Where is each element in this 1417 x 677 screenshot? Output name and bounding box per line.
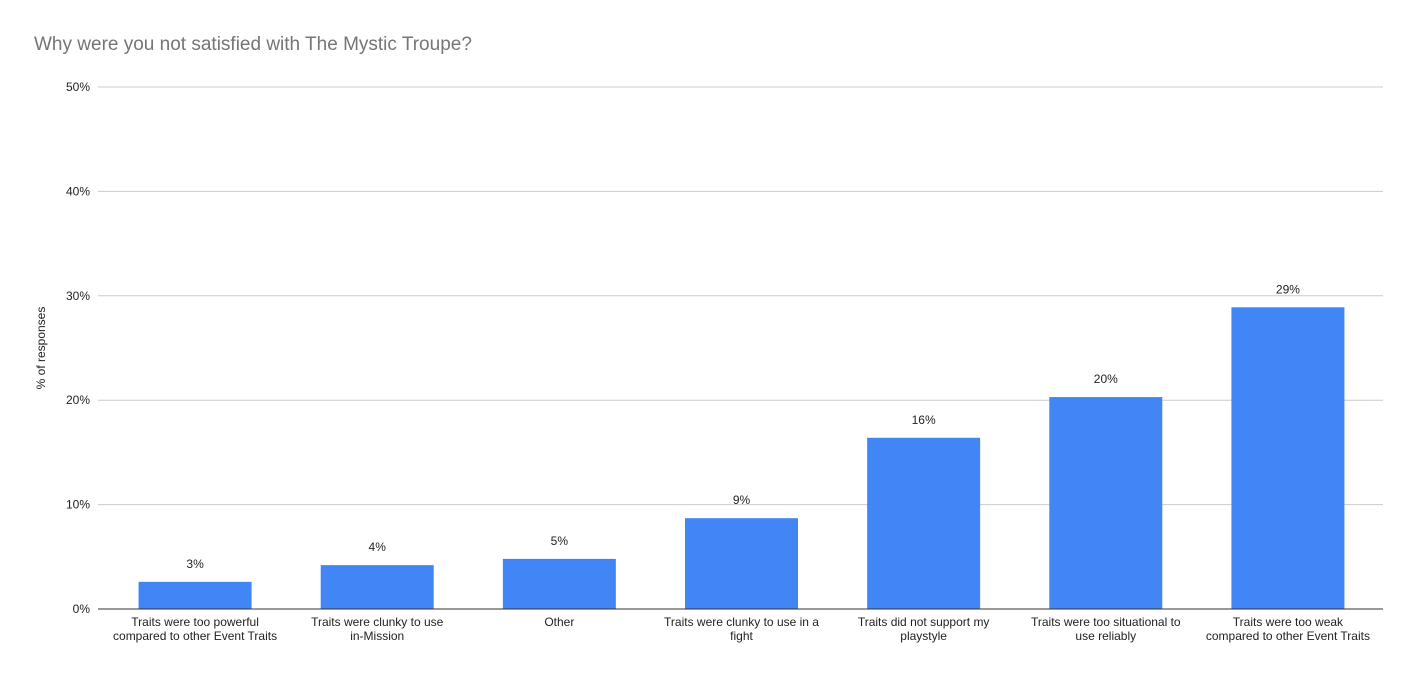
data-label: 5%: [551, 534, 569, 548]
gridlines: [98, 86, 1383, 506]
bar: [685, 518, 798, 609]
bar: [502, 558, 616, 609]
y-tick-label: 40%: [66, 184, 90, 198]
x-tick-label: Traits were clunky to use in-Mission: [311, 615, 444, 643]
x-tick-label: Traits were too weak compared to other Ev…: [1206, 615, 1370, 643]
data-label: 16%: [912, 413, 936, 427]
bar: [320, 565, 434, 609]
bar: [1049, 397, 1163, 609]
bar: [867, 437, 981, 609]
y-tick-label: 20%: [66, 393, 90, 407]
y-tick-label: 30%: [66, 289, 90, 303]
bar: [138, 581, 252, 609]
y-axis-title: % of responses: [34, 307, 48, 390]
data-label: 4%: [369, 540, 387, 554]
x-tick-label: Traits were clunky to use in a fight: [664, 615, 819, 643]
labels: 0% 10% 20% 30% 40% 50% % of responses 3% Traits …: [34, 80, 1370, 643]
y-tick-label: 50%: [66, 80, 90, 94]
x-tick-label: Traits were too powerful compared to othe…: [113, 615, 277, 643]
data-label: 20%: [1094, 372, 1118, 386]
chart-title: Why were you not satisfied with The Myst…: [34, 34, 472, 55]
y-tick-label: 0%: [73, 602, 91, 616]
data-label: 3%: [186, 557, 204, 571]
bars: [138, 307, 1345, 609]
x-tick-label: Traits were too situational to use reliab…: [1031, 615, 1181, 643]
bar: [1231, 307, 1345, 609]
x-tick-label: Traits did not support my playstyle: [858, 615, 990, 643]
data-label: 9%: [733, 493, 751, 507]
x-tick-label: Other: [544, 615, 574, 629]
y-tick-label: 10%: [66, 498, 90, 512]
data-label: 29%: [1276, 282, 1300, 296]
